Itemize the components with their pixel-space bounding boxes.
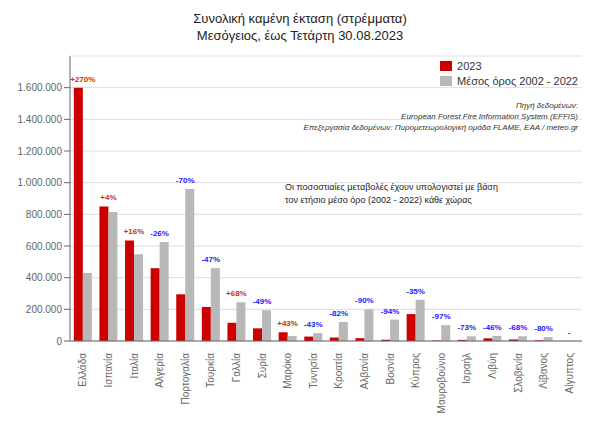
- svg-text:Αλγερία: Αλγερία: [154, 353, 165, 388]
- html-text:Συνολική καμένη έκταση (στρέμμ: Συνολική καμένη έκταση (στρέμματα) Μεσόγ…: [193, 11, 407, 43]
- html-text:Οι ποσοστιαίες μεταβολές έχουν: Οι ποσοστιαίες μεταβολές έχουν υπολογιστ…: [285, 182, 498, 205]
- svg-text:200.000: 200.000: [26, 304, 63, 315]
- svg-text:1.000.000: 1.000.000: [18, 177, 63, 188]
- svg-text:-70%: -70%: [176, 176, 195, 185]
- svg-text:Μαρόκο: Μαρόκο: [282, 353, 293, 389]
- svg-text:-47%: -47%: [201, 255, 220, 264]
- svg-text:-35%: -35%: [406, 287, 425, 296]
- svg-text:1.400.000: 1.400.000: [18, 114, 63, 125]
- svg-text:Πορτογαλία: Πορτογαλία: [180, 353, 191, 405]
- html-text:Πηγή δεδομένων: European Fores: Πηγή δεδομένων: European Forest Fire Inf…: [303, 101, 578, 132]
- svg-text:600.000: 600.000: [26, 241, 63, 252]
- svg-text:Τυνησία: Τυνησία: [308, 353, 319, 389]
- svg-text:-26%: -26%: [150, 229, 169, 238]
- svg-text:Σλοβενία: Σλοβενία: [513, 353, 524, 393]
- svg-text:Βοσνία: Βοσνία: [385, 353, 396, 385]
- svg-text:Αίγυπτος: Αίγυπτος: [564, 353, 575, 394]
- svg-text:+4%: +4%: [100, 193, 116, 202]
- svg-text:+16%: +16%: [124, 227, 145, 236]
- svg-text:-82%: -82%: [329, 309, 348, 318]
- svg-text:Ισραήλ: Ισραήλ: [461, 353, 472, 384]
- svg-text:Λίβανος: Λίβανος: [538, 353, 549, 389]
- svg-text:Κύπρος: Κύπρος: [410, 353, 421, 388]
- svg-text:-97%: -97%: [432, 312, 451, 321]
- svg-text:Μαυροβούνιο: Μαυροβούνιο: [436, 353, 447, 414]
- svg-text:-: -: [568, 328, 571, 337]
- html-text:2023: 2023: [457, 60, 482, 72]
- svg-text:-94%: -94%: [381, 307, 400, 316]
- svg-text:Τουρκία: Τουρκία: [205, 353, 216, 388]
- svg-text:Ιταλία: Ιταλία: [129, 353, 140, 379]
- svg-text:Ελλάδα: Ελλάδα: [77, 353, 88, 387]
- svg-text:800.000: 800.000: [26, 209, 63, 220]
- svg-text:1.600.000: 1.600.000: [18, 82, 63, 93]
- svg-text:Ισπανία: Ισπανία: [103, 353, 114, 388]
- svg-text:400.000: 400.000: [26, 272, 63, 283]
- svg-text:Κροατία: Κροατία: [333, 353, 344, 389]
- svg-text:-68%: -68%: [509, 323, 528, 332]
- svg-text:-73%: -73%: [457, 323, 476, 332]
- svg-text:+68%: +68%: [226, 289, 247, 298]
- html-text:Μέσος όρος 2002 - 2022: Μέσος όρος 2002 - 2022: [457, 75, 578, 87]
- svg-text:-46%: -46%: [483, 323, 502, 332]
- svg-text:-90%: -90%: [355, 296, 374, 305]
- svg-text:Γαλλία: Γαλλία: [231, 353, 242, 383]
- svg-text:-80%: -80%: [534, 324, 553, 333]
- svg-text:Λιβύη: Λιβύη: [487, 353, 498, 379]
- svg-text:1.200.000: 1.200.000: [18, 146, 63, 157]
- svg-text:-49%: -49%: [253, 297, 272, 306]
- svg-text:-43%: -43%: [304, 320, 323, 329]
- svg-text:+270%: +270%: [70, 75, 95, 84]
- svg-text:Συρία: Συρία: [257, 353, 268, 379]
- svg-text:0: 0: [56, 336, 62, 347]
- svg-text:+43%: +43%: [277, 319, 298, 328]
- svg-text:Αλβανία: Αλβανία: [359, 353, 370, 389]
